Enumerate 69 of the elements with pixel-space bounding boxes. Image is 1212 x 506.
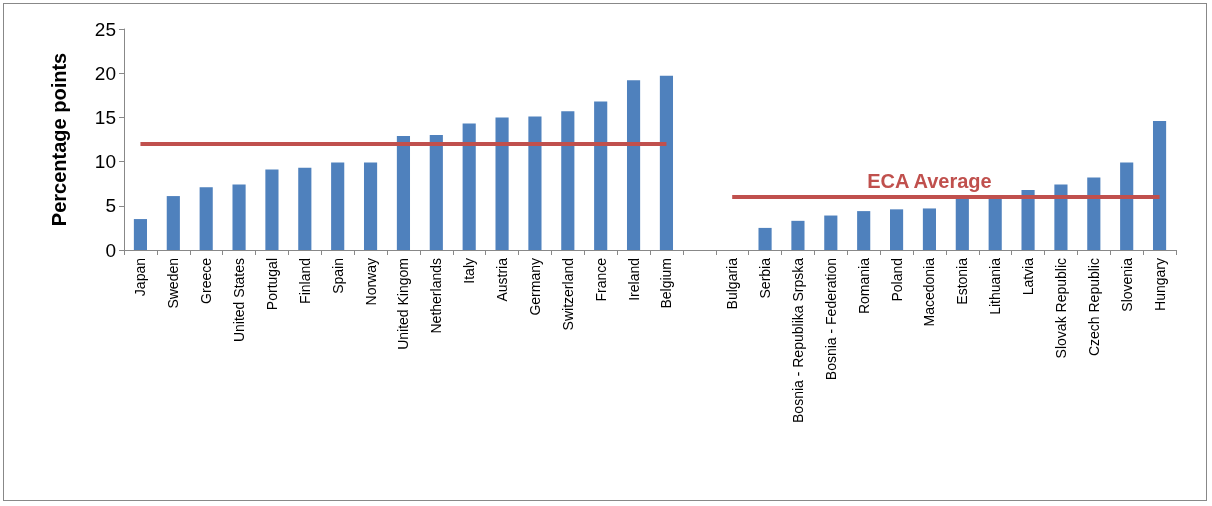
x-tick-label: Austria (494, 257, 511, 302)
bar (166, 196, 180, 250)
x-tick-label: Ireland (625, 258, 642, 301)
x-tick-label: Poland (888, 258, 905, 302)
bar (1120, 162, 1134, 250)
bar (889, 209, 904, 250)
x-tick-label: France (592, 257, 609, 302)
bar (824, 215, 838, 250)
x-tick-label: Slovak Republic (1052, 258, 1069, 359)
bar (626, 80, 641, 250)
x-tick-label: Belgium (658, 258, 675, 309)
x-tick-label: Macedonia (921, 257, 938, 327)
x-tick-label: Estonia (954, 257, 971, 305)
bar (988, 197, 1002, 250)
y-tick-label: 10 (94, 151, 116, 173)
bar (791, 220, 805, 250)
bar (1152, 120, 1167, 250)
bar (199, 187, 213, 250)
x-tick-label: Serbia (757, 257, 774, 299)
x-tick-label: Hungary (1151, 258, 1168, 311)
x-tick-label: Portugal (263, 258, 280, 311)
y-tick-label: 0 (105, 239, 116, 261)
x-tick-label: Latvia (1020, 257, 1037, 296)
x-tick-label: United States (231, 258, 248, 343)
y-tick-label: 5 (105, 195, 116, 217)
bar (363, 162, 378, 250)
series-label: ECA Average (867, 169, 992, 192)
x-tick-label: Netherlands (428, 258, 445, 334)
x-tick-label: Japan (132, 258, 149, 297)
x-tick-label: Romania (855, 257, 872, 315)
bar (659, 75, 674, 250)
bar (429, 135, 443, 250)
x-tick-label: Germany (526, 258, 543, 316)
x-tick-label: Bosnia - Republika Srpska (789, 257, 806, 423)
x-tick-label: Spain (329, 258, 346, 294)
x-tick-label: United Kingom (395, 258, 412, 350)
bar (922, 208, 937, 250)
bar (133, 219, 148, 250)
x-tick-label: Italy (461, 258, 478, 284)
bar (1087, 177, 1101, 250)
bar (561, 111, 575, 250)
bar (758, 227, 772, 250)
bar (298, 167, 312, 250)
x-tick-label: Sweden (165, 258, 182, 309)
x-tick-label: Greece (198, 257, 215, 304)
y-axis-title: Percentage points (48, 52, 70, 227)
x-tick-label: Bulgaria (724, 257, 741, 310)
bar (265, 169, 279, 250)
x-tick-label: Finland (296, 258, 313, 304)
bar (232, 184, 246, 250)
x-tick-label: Czech Republic (1085, 258, 1102, 357)
bar (1021, 189, 1035, 250)
bar (462, 123, 476, 250)
y-tick-label: 15 (94, 106, 116, 128)
bar (594, 101, 608, 250)
x-tick-label: Lithuania (987, 257, 1004, 315)
x-tick-label: Slovenia (1118, 257, 1135, 312)
x-tick-label: Switzerland (559, 258, 576, 331)
bar (955, 198, 969, 250)
bar (857, 211, 871, 250)
y-tick-label: 20 (94, 62, 116, 84)
bar (528, 116, 542, 250)
x-tick-label: Norway (362, 258, 379, 306)
x-tick-label: Bosnia - Federation (822, 258, 839, 381)
bar (1054, 184, 1068, 250)
bar (331, 162, 345, 250)
bar (495, 117, 509, 250)
y-tick-label: 25 (94, 18, 116, 40)
bar (396, 135, 411, 250)
